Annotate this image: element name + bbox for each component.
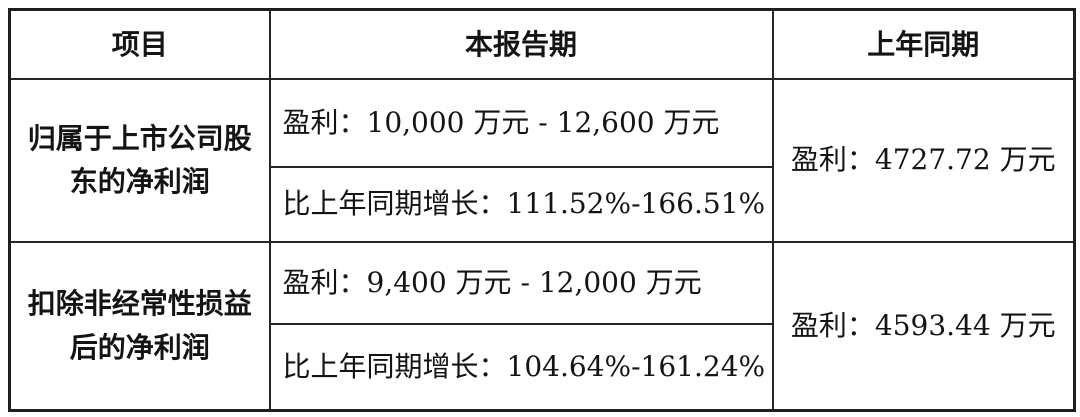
deducted-profit-growth-cell: 比上年同期增长：104.64%-161.24% <box>268 322 774 412</box>
earnings-forecast-table: 项目 本报告期 上年同期 归属于上市公司股 东的净利润 盈利：10,000 万元… <box>8 8 1076 412</box>
deducted-profit-prior-period-cell: 盈利：4593.44 万元 <box>771 240 1076 412</box>
net-profit-item-cell: 归属于上市公司股 东的净利润 <box>8 77 271 243</box>
deducted-profit-item-cell: 扣除非经常性损益 后的净利润 <box>8 240 271 412</box>
table-row-net-profit-b: 比上年同期增长：111.52%-166.51% <box>10 165 1075 243</box>
table-row-deducted-profit-b: 比上年同期增长：104.64%-161.24% <box>10 322 1075 412</box>
table-row-deducted-profit-a: 扣除非经常性损益 后的净利润 盈利：9,400 万元 - 12,000 万元 盈… <box>8 240 1076 412</box>
net-profit-prior-period-cell: 盈利：4727.72 万元 <box>771 77 1076 243</box>
table-row-net-profit-a: 归属于上市公司股 东的净利润 盈利：10,000 万元 - 12,600 万元 … <box>8 77 1076 243</box>
header-cell-prior-period: 上年同期 <box>771 8 1076 80</box>
table-header-row: 项目 本报告期 上年同期 <box>8 8 1076 80</box>
net-profit-range-cell: 盈利：10,000 万元 - 12,600 万元 <box>268 77 774 168</box>
header-cell-current-period: 本报告期 <box>268 8 774 80</box>
header-cell-item: 项目 <box>8 8 271 80</box>
deducted-profit-range-cell: 盈利：9,400 万元 - 12,000 万元 <box>268 240 774 325</box>
net-profit-growth-cell: 比上年同期增长：111.52%-166.51% <box>268 165 774 243</box>
